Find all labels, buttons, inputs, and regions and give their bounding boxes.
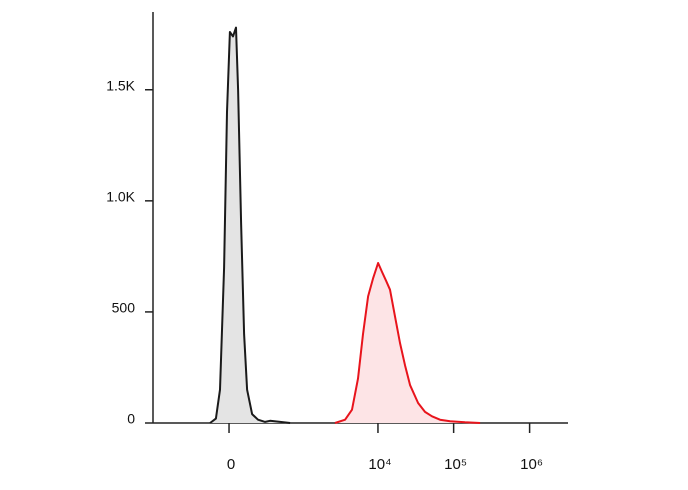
histogram-area — [210, 27, 291, 423]
histogram-line — [334, 262, 481, 424]
x-tick-label: 10⁶ — [520, 456, 543, 473]
histogram-area — [335, 263, 481, 423]
x-tick-label: 10⁵ — [444, 456, 467, 473]
y-tick-label: 1.5K — [106, 77, 135, 93]
y-tick-label: 500 — [112, 300, 136, 316]
y-tick-label: 0 — [127, 411, 135, 427]
x-tick-label: 10⁴ — [368, 456, 391, 473]
histogram-line — [209, 26, 291, 424]
y-tick-label: 1.0K — [106, 189, 135, 205]
x-tick-label: 0 — [227, 456, 235, 473]
